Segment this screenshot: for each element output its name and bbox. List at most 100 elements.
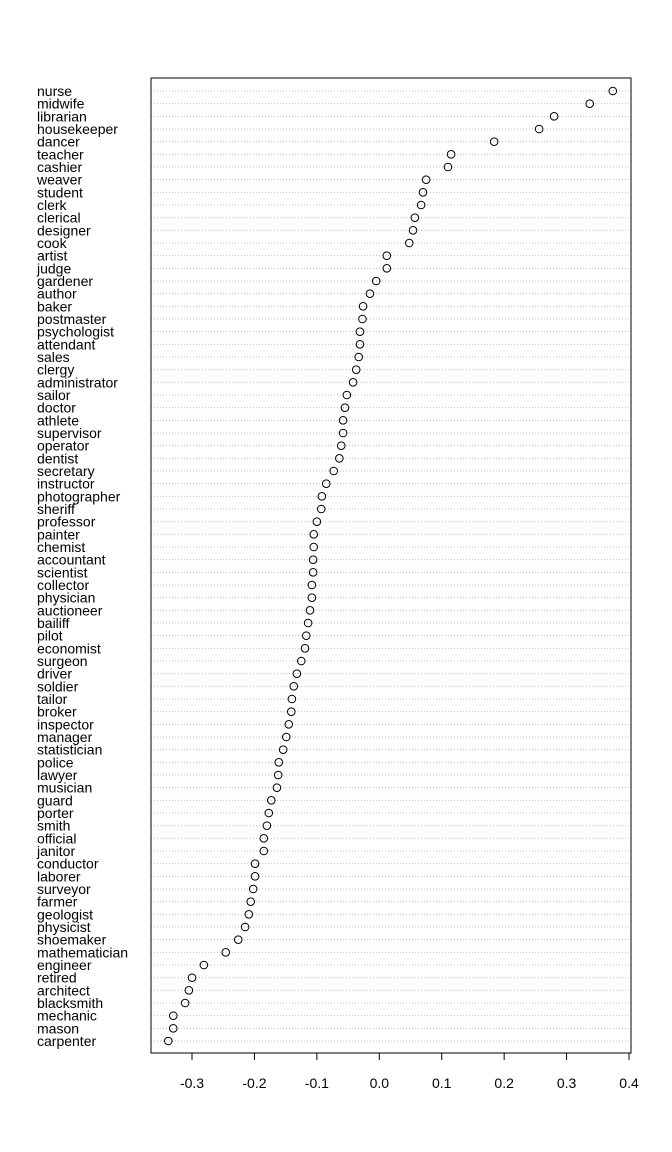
category-label: author	[37, 286, 77, 302]
data-point-judge	[382, 264, 392, 273]
data-point-designer	[408, 226, 418, 235]
category-label: sailor	[37, 387, 71, 403]
data-point-shoemaker	[233, 935, 243, 944]
data-point-instructor	[321, 479, 331, 488]
category-label: surgeon	[37, 653, 88, 669]
category-label: mathematician	[37, 944, 128, 960]
category-label: surveyor	[37, 881, 91, 897]
category-label: athlete	[37, 412, 79, 428]
x-tick-label: 0.3	[557, 1075, 577, 1091]
category-label: housekeeper	[37, 121, 118, 137]
category-label: broker	[37, 704, 77, 720]
category-label: dancer	[37, 134, 80, 150]
category-label: accountant	[37, 552, 106, 568]
data-point-athlete	[338, 416, 348, 425]
category-labels: nursemidwifelibrarianhousekeeperdancerte…	[36, 83, 128, 1049]
data-point-guard	[266, 796, 276, 805]
x-tick-label: 0.1	[432, 1075, 452, 1091]
category-label: scientist	[37, 564, 88, 580]
data-point-surveyor	[248, 884, 258, 894]
category-label: musician	[37, 780, 92, 796]
data-point-tailor	[287, 694, 297, 704]
data-point-auctioneer	[305, 606, 315, 615]
data-point-geologist	[244, 910, 254, 919]
data-point-student	[418, 188, 428, 197]
category-label: librarian	[37, 108, 87, 124]
category-label: shoemaker	[37, 932, 107, 948]
data-point-farmer	[246, 897, 255, 906]
data-point-administrator	[348, 378, 358, 387]
category-label: driver	[37, 666, 72, 682]
category-label: administrator	[37, 374, 118, 390]
category-label: chemist	[37, 539, 85, 555]
data-point-musician	[272, 783, 282, 792]
category-label: bailiff	[37, 615, 70, 631]
category-label: student	[37, 184, 83, 200]
data-points	[163, 86, 618, 1046]
category-label: dentist	[37, 450, 78, 466]
category-label: retired	[37, 970, 77, 986]
category-label: geologist	[37, 906, 93, 922]
data-point-retired	[187, 973, 197, 982]
grid-lines	[151, 90, 631, 1042]
category-label: lawyer	[37, 767, 78, 783]
data-point-bailiff	[303, 618, 313, 628]
category-label: designer	[37, 222, 91, 238]
category-label: doctor	[37, 400, 76, 416]
category-label: guard	[37, 792, 73, 808]
x-axis: -0.3 -0.2 -0.1 0.0 0.1 0.2 0.3 0.4	[180, 1052, 639, 1091]
data-point-supervisor	[338, 428, 348, 438]
category-label: judge	[36, 260, 71, 276]
category-label: artist	[37, 248, 67, 264]
category-label: conductor	[37, 856, 99, 872]
category-label: engineer	[37, 957, 92, 973]
data-point-scientist	[308, 568, 318, 577]
data-point-secretary	[329, 466, 339, 476]
data-point-operator	[336, 441, 346, 450]
data-point-nurse	[608, 86, 618, 96]
data-point-dentist	[335, 454, 344, 463]
category-label: statistician	[37, 742, 102, 758]
category-label: painter	[37, 526, 80, 542]
category-label: instructor	[37, 476, 95, 492]
category-label: blacksmith	[37, 995, 103, 1011]
data-point-chemist	[309, 542, 319, 552]
category-label: mason	[37, 1020, 79, 1036]
data-point-physician	[307, 593, 317, 602]
category-label: secretary	[37, 463, 95, 479]
category-label: police	[37, 754, 74, 770]
data-point-surgeon	[296, 656, 306, 666]
x-tick-label: 0.0	[370, 1075, 390, 1091]
data-point-police	[274, 758, 284, 767]
data-point-baker	[358, 302, 368, 311]
category-label: cashier	[37, 159, 82, 175]
data-point-dancer	[489, 137, 499, 146]
data-point-economist	[300, 644, 310, 653]
data-point-clerk	[416, 200, 426, 210]
data-point-driver	[292, 669, 302, 678]
plot-frame	[150, 77, 632, 1054]
category-label: laborer	[37, 868, 81, 884]
data-point-sales	[354, 352, 363, 362]
category-label: pilot	[37, 628, 63, 644]
data-point-attendant	[355, 340, 365, 349]
category-label: cook	[37, 235, 68, 251]
data-point-mechanic	[168, 1011, 178, 1020]
data-point-physicist	[240, 922, 250, 932]
data-point-sailor	[342, 390, 352, 400]
category-label: soldier	[37, 678, 79, 694]
data-point-painter	[309, 530, 319, 539]
data-point-soldier	[289, 682, 299, 691]
data-point-laborer	[250, 872, 260, 881]
category-label: baker	[37, 298, 72, 314]
data-point-smith	[262, 821, 272, 830]
data-point-collector	[307, 580, 317, 590]
category-label: operator	[37, 438, 89, 454]
category-label: physicist	[37, 919, 91, 935]
data-point-conductor	[250, 859, 260, 868]
data-point-broker	[286, 707, 296, 716]
data-point-photographer	[317, 492, 327, 501]
category-label: sales	[37, 349, 70, 365]
category-label: architect	[37, 982, 90, 998]
data-point-cashier	[443, 162, 453, 172]
